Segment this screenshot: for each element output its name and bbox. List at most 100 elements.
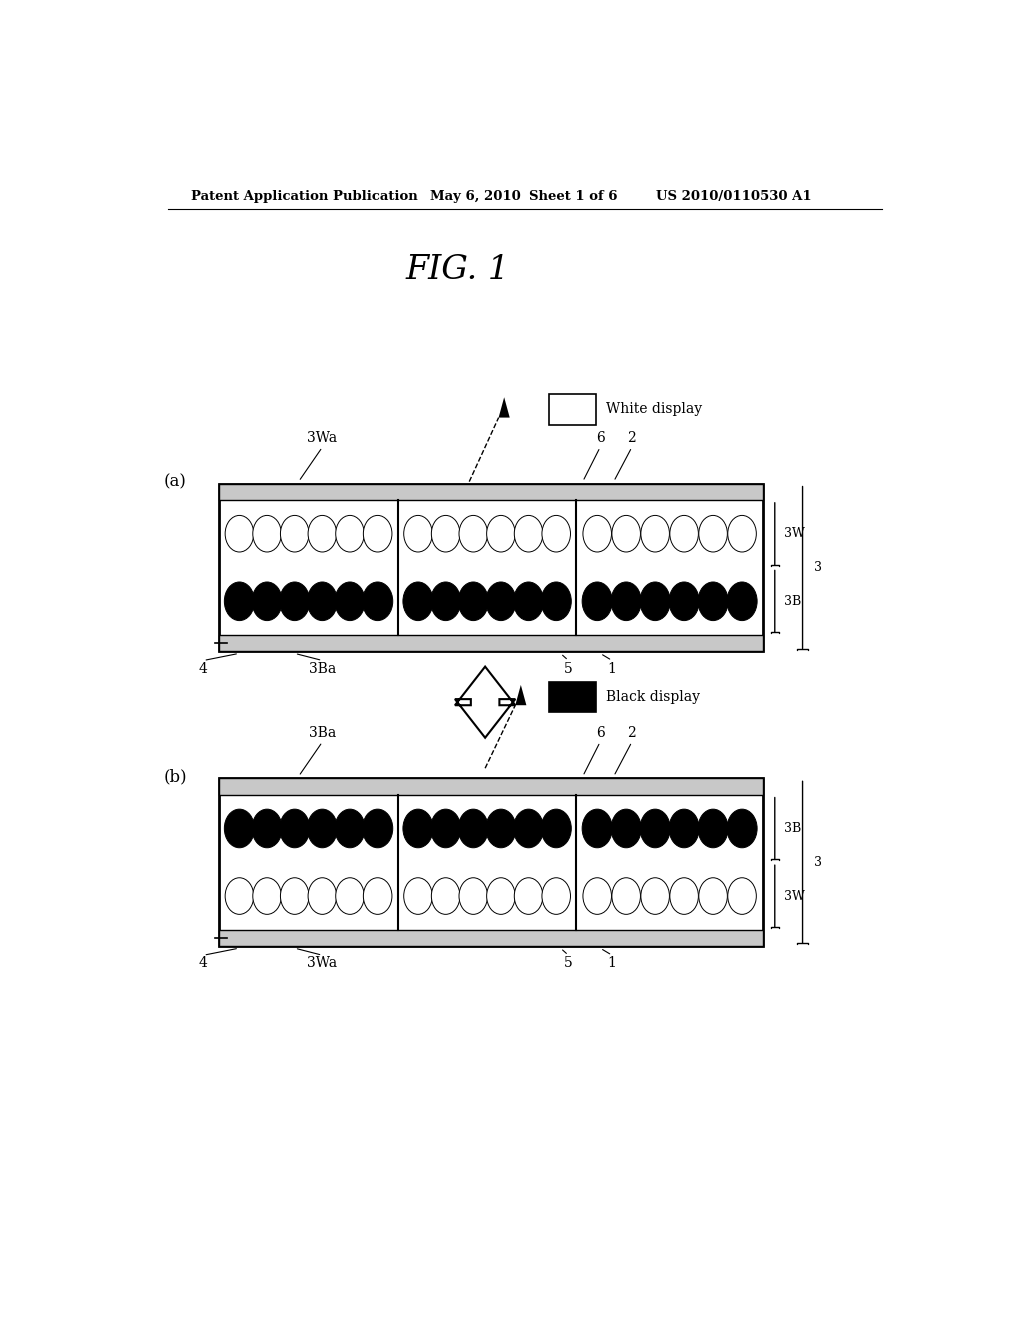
Text: Patent Application Publication: Patent Application Publication (191, 190, 418, 202)
Circle shape (728, 878, 757, 915)
Text: (b): (b) (164, 768, 187, 785)
Text: 3W: 3W (784, 527, 805, 540)
Text: 1: 1 (607, 956, 616, 970)
Circle shape (727, 809, 757, 847)
Text: 3Wa: 3Wa (307, 956, 338, 970)
Circle shape (641, 878, 670, 915)
Circle shape (485, 582, 516, 620)
Bar (219, 483, 763, 500)
Circle shape (542, 878, 570, 915)
Circle shape (513, 809, 544, 847)
Circle shape (224, 582, 255, 620)
Circle shape (612, 878, 640, 915)
Text: 5: 5 (564, 661, 572, 676)
Circle shape (458, 809, 488, 847)
Polygon shape (499, 397, 510, 417)
Text: 2: 2 (628, 726, 636, 739)
Circle shape (611, 809, 641, 847)
Text: (a): (a) (164, 474, 186, 491)
Bar (219, 779, 763, 795)
Circle shape (513, 582, 544, 620)
Text: White display: White display (606, 403, 701, 416)
Circle shape (698, 582, 728, 620)
Circle shape (514, 515, 543, 552)
Circle shape (403, 878, 432, 915)
Circle shape (308, 878, 337, 915)
Circle shape (253, 515, 282, 552)
Circle shape (669, 582, 699, 620)
Polygon shape (515, 685, 526, 705)
Text: US 2010/0110530 A1: US 2010/0110530 A1 (655, 190, 811, 202)
Circle shape (640, 582, 671, 620)
Text: 2: 2 (628, 432, 636, 445)
Text: 4: 4 (199, 661, 208, 676)
Text: 3W: 3W (784, 890, 805, 903)
Circle shape (431, 515, 460, 552)
Circle shape (253, 878, 282, 915)
Circle shape (727, 582, 757, 620)
Text: 5: 5 (564, 956, 572, 970)
Circle shape (252, 809, 283, 847)
Circle shape (308, 515, 337, 552)
Circle shape (362, 582, 393, 620)
Bar (549, 682, 596, 713)
Bar (219, 483, 763, 651)
Circle shape (698, 809, 728, 847)
Text: 4: 4 (199, 956, 208, 970)
Text: 6: 6 (596, 726, 604, 739)
Text: 1: 1 (607, 661, 616, 676)
Circle shape (670, 515, 698, 552)
Circle shape (542, 515, 570, 552)
Text: Sheet 1 of 6: Sheet 1 of 6 (528, 190, 617, 202)
Circle shape (430, 582, 461, 620)
Circle shape (430, 809, 461, 847)
Text: 3Ba: 3Ba (309, 661, 336, 676)
Bar (549, 395, 596, 425)
Circle shape (582, 582, 612, 620)
Circle shape (335, 809, 366, 847)
Text: 3: 3 (814, 561, 822, 574)
Text: 3B: 3B (784, 595, 802, 607)
Circle shape (670, 878, 698, 915)
Circle shape (728, 515, 757, 552)
Circle shape (541, 582, 571, 620)
Circle shape (280, 809, 310, 847)
Circle shape (486, 515, 515, 552)
Bar (219, 929, 763, 946)
Circle shape (641, 515, 670, 552)
Circle shape (307, 809, 338, 847)
Circle shape (335, 582, 366, 620)
Circle shape (225, 878, 254, 915)
Circle shape (459, 878, 487, 915)
Circle shape (364, 878, 392, 915)
Text: 3: 3 (814, 855, 822, 869)
Circle shape (514, 878, 543, 915)
Circle shape (698, 515, 727, 552)
Text: 3Ba: 3Ba (309, 726, 336, 739)
Circle shape (431, 878, 460, 915)
Circle shape (612, 515, 640, 552)
Text: 3Wa: 3Wa (307, 432, 338, 445)
Bar (219, 779, 763, 946)
Circle shape (403, 515, 432, 552)
Circle shape (224, 809, 255, 847)
Circle shape (307, 582, 338, 620)
Text: May 6, 2010: May 6, 2010 (430, 190, 520, 202)
Circle shape (541, 809, 571, 847)
Circle shape (281, 878, 309, 915)
Polygon shape (455, 667, 515, 738)
Circle shape (669, 809, 699, 847)
Circle shape (336, 515, 365, 552)
Circle shape (486, 878, 515, 915)
Circle shape (402, 582, 433, 620)
Text: 3B: 3B (784, 822, 802, 836)
Circle shape (402, 809, 433, 847)
Text: 6: 6 (596, 432, 604, 445)
Circle shape (252, 582, 283, 620)
Circle shape (362, 809, 393, 847)
Circle shape (459, 515, 487, 552)
Circle shape (225, 515, 254, 552)
Circle shape (336, 878, 365, 915)
Circle shape (611, 582, 641, 620)
Circle shape (583, 515, 611, 552)
